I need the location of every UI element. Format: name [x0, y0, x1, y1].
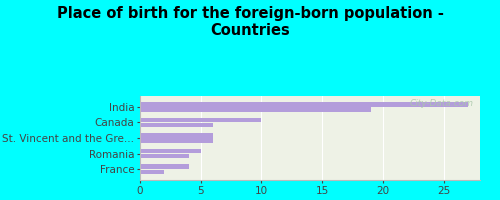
Bar [140, 107, 370, 112]
Bar [140, 149, 200, 153]
Text: Place of birth for the foreign-born population -
Countries: Place of birth for the foreign-born popu… [56, 6, 444, 38]
Text: City-Data.com: City-Data.com [409, 99, 473, 108]
Bar [140, 123, 213, 127]
Bar [140, 164, 188, 169]
Bar [140, 138, 213, 143]
Bar [140, 102, 468, 106]
Bar [140, 170, 164, 174]
Bar [140, 133, 213, 138]
Bar [140, 154, 188, 158]
Bar [140, 118, 262, 122]
